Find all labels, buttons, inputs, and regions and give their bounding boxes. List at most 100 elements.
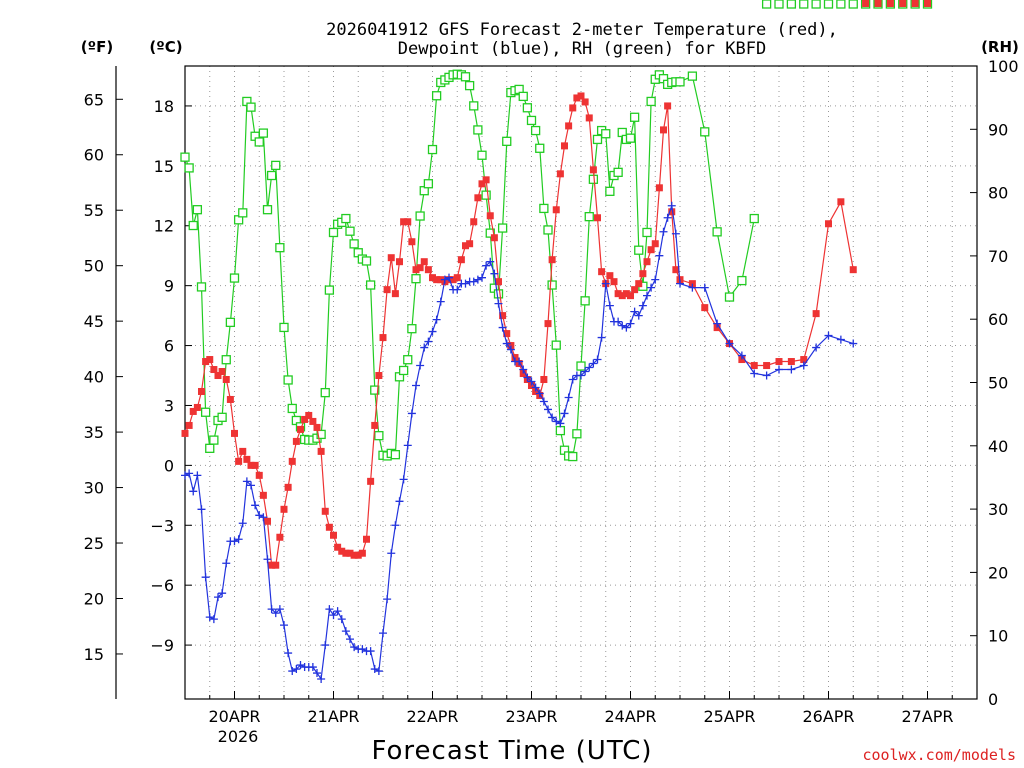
dewpoint-point <box>321 641 330 650</box>
dewpoint-point <box>436 297 445 306</box>
temperature-point <box>581 98 589 106</box>
temperature-point <box>437 276 445 284</box>
dewpoint-point <box>313 669 321 678</box>
dewpoint-point <box>506 345 515 354</box>
rh-tick-label: 30 <box>988 500 1008 519</box>
rh-point <box>271 160 281 171</box>
dewpoint-point <box>440 275 449 284</box>
rh-point <box>774 0 784 9</box>
rh-point <box>229 273 240 283</box>
rh-point <box>535 143 545 153</box>
dewpoint-point <box>325 605 334 614</box>
rh-point <box>246 102 256 112</box>
dewpoint-point <box>836 335 845 344</box>
temperature-point <box>470 218 478 226</box>
dewpoint-point <box>634 311 643 320</box>
dewpoint-point <box>688 283 697 292</box>
rh-tick-label: 20 <box>988 563 1008 582</box>
unit-rh-label: (RH) <box>981 38 1019 56</box>
time-tick-label: 25APR <box>703 707 755 726</box>
temperature-point <box>573 94 581 102</box>
time-tick-label: 23APR <box>505 707 557 726</box>
dewpoint-point <box>519 365 528 374</box>
temperature-point <box>631 286 639 294</box>
rh-point <box>481 190 491 200</box>
temperature-point <box>668 208 676 216</box>
temperature-point <box>367 477 375 485</box>
dewpoint-point <box>490 269 499 278</box>
temperature-point <box>750 362 758 370</box>
dewpoint-point <box>568 375 577 384</box>
rh-point <box>502 136 512 146</box>
rh-point <box>576 361 586 371</box>
dewpoint-point <box>271 609 280 618</box>
temperature-point <box>325 523 333 531</box>
fahrenheit-tick-label: 35 <box>84 423 104 442</box>
temperature-point <box>354 551 362 559</box>
series-dewpoint <box>181 202 858 684</box>
dewpoint-point <box>531 383 540 392</box>
rh-point <box>592 134 603 145</box>
rh-tick-label: 0 <box>988 690 998 709</box>
dewpoint-point <box>737 351 746 360</box>
rh-point <box>687 71 698 81</box>
dewpoint-point <box>482 261 491 270</box>
temperature-point <box>268 561 276 569</box>
dewpoint-point <box>370 665 379 674</box>
rh-point <box>473 125 483 135</box>
temperature-point <box>635 280 643 288</box>
fahrenheit-tick-label: 65 <box>84 90 104 109</box>
dewpoint-point <box>350 643 359 652</box>
rh-point <box>415 211 425 221</box>
dewpoint-point <box>515 357 524 366</box>
credit-text: coolwx.com/models <box>862 746 1016 764</box>
temperature-point <box>556 170 564 178</box>
temperature-point <box>189 407 197 415</box>
dewpoint-point <box>601 279 610 288</box>
celsius-tick-label: 12 <box>154 217 174 236</box>
dewpoint-point <box>181 471 189 480</box>
temperature-point <box>181 429 189 437</box>
series-temperature <box>181 0 931 569</box>
celsius-tick-label: 9 <box>164 277 174 296</box>
temperature-point <box>651 240 659 248</box>
temperature-point <box>202 358 210 366</box>
temperature-point <box>412 266 420 274</box>
temperature-point <box>763 362 771 370</box>
dewpoint-point <box>407 409 416 418</box>
rh-point <box>823 0 834 9</box>
dewpoint-point <box>651 275 660 284</box>
rh-point <box>477 150 487 160</box>
rh-point <box>192 205 203 215</box>
fahrenheit-tick-label: 45 <box>84 312 104 331</box>
dewpoint-point <box>259 513 268 522</box>
temperature-point <box>416 264 424 272</box>
chart-title-line1: 2026041912 GFS Forecast 2-meter Temperat… <box>326 20 838 40</box>
temperature-point <box>643 258 651 266</box>
dewpoint-point <box>527 377 536 386</box>
dewpoint-point <box>292 665 301 674</box>
rh-point <box>320 387 330 398</box>
rh-tick-label: 40 <box>988 437 1008 456</box>
dewpoint-point <box>560 409 569 418</box>
rh-point <box>526 115 537 126</box>
temperature-point <box>222 376 230 384</box>
temperature-point <box>210 366 218 374</box>
temperature-point <box>466 240 474 248</box>
temperature-point <box>849 266 857 274</box>
celsius-tick-label: −6 <box>150 576 174 595</box>
temperature-point <box>231 429 238 437</box>
temperature-point <box>499 312 507 320</box>
rh-tick-label: 50 <box>988 374 1008 393</box>
dewpoint-point <box>494 299 503 308</box>
rh-axis: 0 10 20 30 40 50 60 70 80 90 100 <box>970 57 1019 709</box>
dewpoint-point <box>849 339 858 348</box>
temperature-point <box>292 437 300 445</box>
temperature-point <box>577 92 585 100</box>
dewpoint-point <box>618 321 627 330</box>
temperature-point <box>614 290 622 298</box>
temperature-point <box>276 533 284 541</box>
time-tick-label: 20APR <box>208 707 260 726</box>
rh-point <box>625 133 636 143</box>
dewpoint-point <box>585 363 594 372</box>
